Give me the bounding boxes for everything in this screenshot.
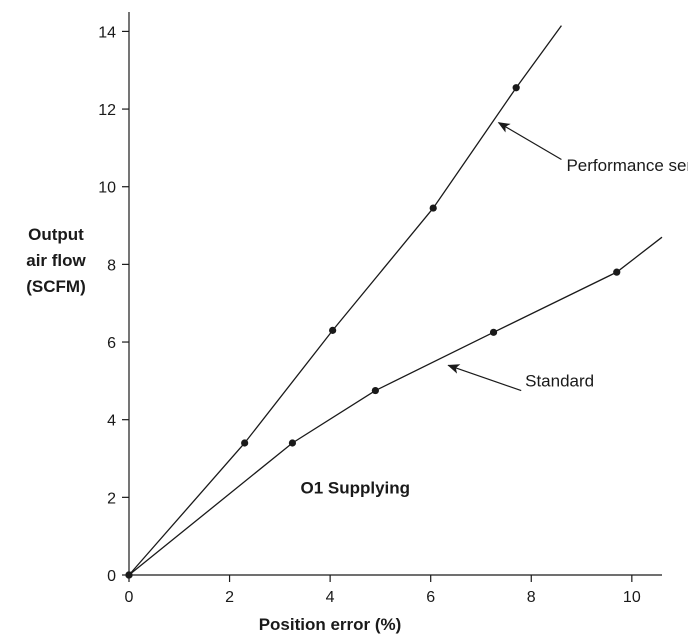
annotation-layer: Performance series Standard O1 Supplying — [300, 122, 688, 497]
data-point — [288, 439, 297, 447]
data-point — [371, 386, 379, 395]
y-tick-label: 10 — [98, 180, 116, 197]
y-tick-label: 12 — [98, 102, 116, 119]
annotation-standard: Standard — [525, 372, 594, 391]
annotation-performance: Performance series — [566, 156, 688, 175]
series-line — [128, 25, 562, 576]
y-axis-title-line-2: air flow — [26, 251, 86, 270]
y-tick-label: 14 — [98, 24, 116, 41]
y-tick-label: 0 — [107, 568, 116, 585]
y-tick-label: 4 — [107, 413, 116, 430]
y-tick-label: 2 — [107, 490, 116, 507]
data-point — [125, 571, 133, 579]
y-tick-label: 8 — [107, 257, 116, 274]
data-point — [613, 268, 621, 276]
series-line — [128, 236, 663, 576]
x-axis-title: Position error (%) — [259, 615, 402, 634]
series-standard — [125, 236, 663, 579]
data-point — [241, 439, 249, 447]
x-tick-label: 6 — [426, 589, 435, 606]
data-point — [489, 328, 498, 336]
data-point — [329, 326, 337, 334]
x-tick-label: 8 — [527, 589, 536, 606]
data-point — [512, 84, 520, 92]
x-tick-label: 4 — [326, 589, 335, 606]
y-axis-title-line-1: Output — [28, 225, 84, 244]
data-point — [429, 204, 437, 212]
arrow-performance — [497, 122, 562, 161]
y-axis-title: Output air flow (SCFM) — [26, 225, 86, 296]
x-tick-label: 2 — [225, 589, 234, 606]
x-tick-label: 0 — [125, 589, 134, 606]
annotation-supplying: O1 Supplying — [300, 478, 410, 497]
arrow-standard — [447, 364, 522, 392]
y-tick-label: 6 — [107, 335, 116, 352]
axes: 0 2 4 6 8 10 0 2 4 6 8 10 12 14 — [98, 12, 662, 606]
series-layer — [125, 25, 663, 579]
y-axis-title-line-3: (SCFM) — [26, 277, 85, 296]
x-tick-label: 10 — [623, 589, 641, 606]
